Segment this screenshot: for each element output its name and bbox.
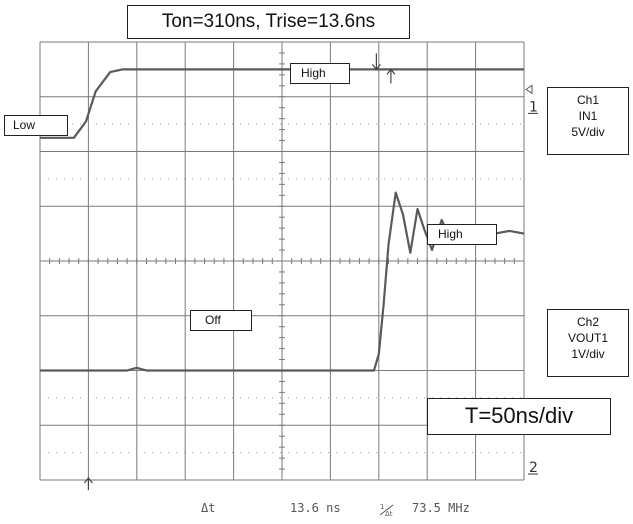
ch1-channel-label: Ch1 xyxy=(576,93,599,107)
ch2-ground-marker: 2 xyxy=(529,460,538,476)
ch2-info-box: Ch2 VOUT1 1V/div xyxy=(547,309,629,377)
ch1-high-annotation: High xyxy=(290,63,350,84)
ch1-scale-label: 5V/div xyxy=(571,125,605,139)
ch2-off-annotation: Off xyxy=(190,310,252,331)
ch2-channel-label: Ch2 xyxy=(576,315,599,329)
chart-title: Ton=310ns, Trise=13.6ns xyxy=(127,5,410,39)
ch2-scale-label: 1V/div xyxy=(571,347,605,361)
ch1-low-annotation: Low xyxy=(4,115,68,136)
timebase-label: T=50ns/div xyxy=(427,398,611,435)
ch2-high-annotation: High xyxy=(427,224,497,245)
trigger-position-arrow-icon xyxy=(83,477,93,490)
ch1-ground-marker: 1 xyxy=(529,99,538,115)
trigger-level-icon xyxy=(525,84,533,95)
cursor-up-arrow-icon xyxy=(386,68,396,84)
ch1-signal-label: IN1 xyxy=(578,109,598,123)
ch1-info-box: Ch1 IN1 5V/div xyxy=(547,87,629,155)
marker-layer: 12 xyxy=(83,53,538,490)
ch1-trace xyxy=(40,68,524,139)
cursor-down-arrow-icon xyxy=(371,53,381,71)
ch2-signal-label: VOUT1 xyxy=(567,331,608,345)
